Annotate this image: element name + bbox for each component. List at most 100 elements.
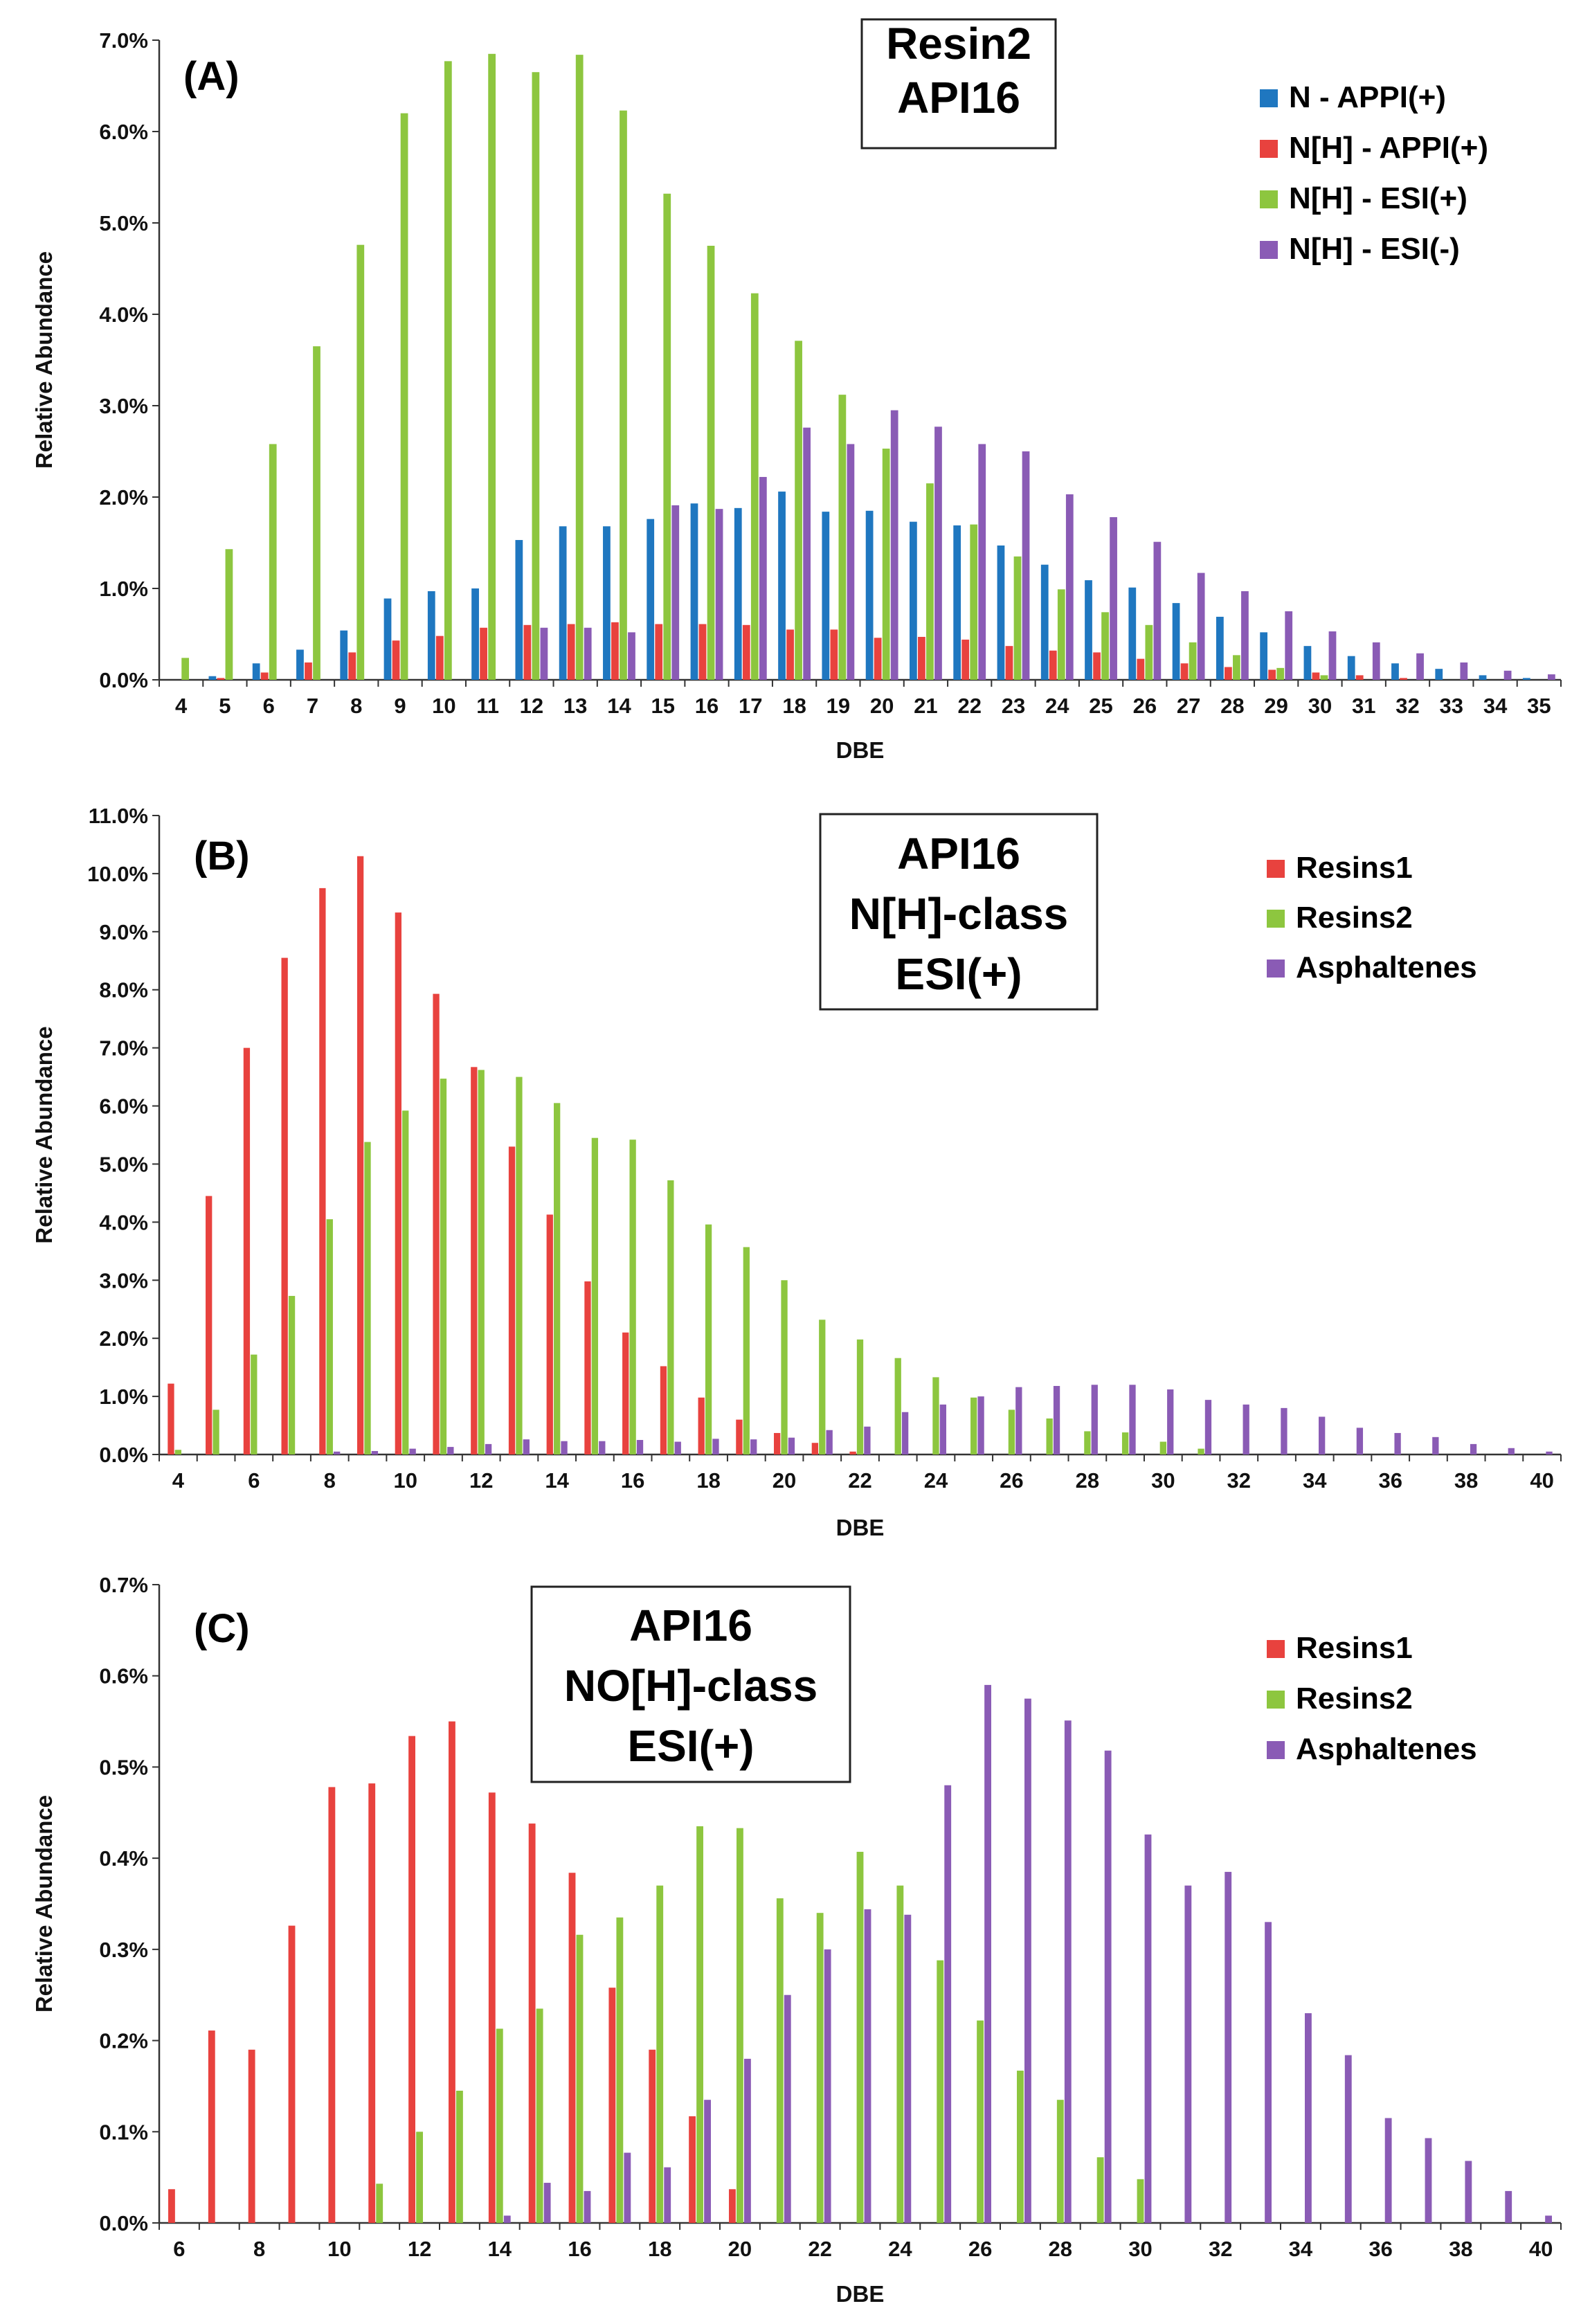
x-tick-label: 5 xyxy=(219,694,231,718)
chart-panel-3: 0.0% 0.1% 0.2% 0.3% 0.4% 0.5% 0.6% 0.7% 6 8 10 12 14… xyxy=(31,1573,1562,2307)
bar-resins1-7 xyxy=(281,957,288,1454)
bar-resins1-14 xyxy=(488,1792,496,2223)
bar-n-appi-22 xyxy=(953,525,961,680)
y-tick-label: 0.0% xyxy=(99,1443,148,1467)
bar-n-h-esi-18 xyxy=(803,427,811,680)
bar-resins2-17 xyxy=(616,1917,624,2223)
legend: N - APPI(+) N[H] - APPI(+) N[H] - ESI(+) N[… xyxy=(1260,80,1488,266)
bar-n-appi-25 xyxy=(1085,580,1092,680)
bar-n-h-esi-28 xyxy=(1233,655,1240,680)
x-tick-label: 12 xyxy=(469,1468,493,1493)
bar-n-h-esi-31 xyxy=(1372,642,1380,680)
bar-asphaltenes-39 xyxy=(1508,1448,1515,1454)
annotation-line: N[H]-class xyxy=(849,889,1069,939)
x-tick-label: 12 xyxy=(520,694,543,718)
y-tick-label: 2.0% xyxy=(99,485,148,510)
y-tick-label: 4.0% xyxy=(99,303,148,327)
bar-resins2-18 xyxy=(656,1885,664,2223)
x-tick-label: 6 xyxy=(173,2237,185,2261)
bar-asphaltenes-19 xyxy=(750,1439,757,1454)
legend-label: Resins2 xyxy=(1296,1682,1413,1715)
x-tick-label: 29 xyxy=(1264,694,1288,718)
y-tick-label: 7.0% xyxy=(99,1036,148,1061)
legend-swatch xyxy=(1267,1691,1285,1709)
bar-resins2-5 xyxy=(213,1409,219,1454)
bar-n-h-esi-13 xyxy=(584,627,592,680)
x-tick-label: 6 xyxy=(248,1468,260,1493)
bar-asphaltenes-17 xyxy=(624,2152,631,2223)
bar-n-appi-5 xyxy=(208,676,217,680)
y-tick-label: 0.2% xyxy=(99,2029,148,2053)
x-tick-label: 10 xyxy=(394,1468,417,1493)
annotation-line: ESI(+) xyxy=(627,1721,754,1771)
bar-resins2-15 xyxy=(536,2008,543,2223)
bar-n-h-esi-12 xyxy=(532,72,540,680)
bar-n-h-esi-6 xyxy=(269,444,277,680)
panel-label: (C) xyxy=(194,1606,250,1651)
bar-n-appi-28 xyxy=(1216,616,1224,680)
bar-resins2-19 xyxy=(743,1247,750,1454)
bar-n-appi-14 xyxy=(603,526,611,680)
bar-n-appi-9 xyxy=(383,598,392,680)
y-tick-label: 0.7% xyxy=(99,1573,148,1597)
x-tick-label: 34 xyxy=(1303,1468,1327,1493)
bar-resins1-19 xyxy=(689,2116,696,2223)
bar-n-appi-26 xyxy=(1128,587,1137,680)
bar-n-h-esi-7 xyxy=(313,346,320,680)
annotation-line: API16 xyxy=(629,1601,752,1650)
bar-resins1-9 xyxy=(356,856,364,1454)
bar-resins1-4 xyxy=(168,1383,174,1454)
bar-resins1-5 xyxy=(206,1196,213,1454)
bar-asphaltenes-35 xyxy=(1356,1427,1364,1454)
bar-n-h-esi-14 xyxy=(620,110,627,680)
x-tick-label: 12 xyxy=(408,2237,431,2261)
bar-n-h-esi-20 xyxy=(890,410,898,680)
bar-resins1-12 xyxy=(408,1736,415,2223)
x-axis-title: DBE xyxy=(836,1515,885,1540)
bar-resins1-14 xyxy=(546,1214,553,1454)
bar-resins2-17 xyxy=(667,1180,674,1454)
x-tick-label: 40 xyxy=(1530,1468,1553,1493)
bar-n-h-appi-7 xyxy=(305,662,312,680)
y-tick-label: 0.5% xyxy=(99,1755,148,1779)
bar-n-appi-20 xyxy=(865,510,874,680)
bar-n-h-appi-23 xyxy=(1005,646,1013,680)
x-tick-label: 36 xyxy=(1368,2237,1392,2261)
y-tick-label: 2.0% xyxy=(99,1326,148,1351)
bar-n-h-appi-14 xyxy=(611,622,619,680)
x-tick-label: 8 xyxy=(350,694,362,718)
y-tick-label: 5.0% xyxy=(99,1152,148,1176)
bar-n-appi-8 xyxy=(340,630,348,680)
bar-n-h-esi-12 xyxy=(540,627,548,680)
annotation-line: ESI(+) xyxy=(895,949,1022,999)
bar-asphaltenes-17 xyxy=(674,1441,681,1454)
x-tick-label: 13 xyxy=(563,694,587,718)
bar-n-appi-19 xyxy=(822,512,830,680)
x-tick-label: 34 xyxy=(1289,2237,1313,2261)
legend-label: N[H] - ESI(+) xyxy=(1289,181,1467,215)
x-tick-label: 23 xyxy=(1002,694,1025,718)
bar-asphaltenes-14 xyxy=(503,2215,511,2223)
x-tick-label: 20 xyxy=(728,2237,752,2261)
bar-asphaltenes-16 xyxy=(636,1440,644,1454)
bar-n-h-esi-21 xyxy=(926,483,934,680)
bar-asphaltenes-22 xyxy=(824,1949,831,2223)
bar-n-h-esi-14 xyxy=(628,632,635,680)
bar-resins2-16 xyxy=(629,1140,636,1454)
bar-resins2-12 xyxy=(416,2132,423,2223)
bar-resins1-13 xyxy=(508,1146,516,1454)
y-tick-label: 0.1% xyxy=(99,2120,148,2144)
bar-asphaltenes-33 xyxy=(1281,1407,1288,1454)
y-tick-label: 0.6% xyxy=(99,1664,148,1688)
x-tick-label: 32 xyxy=(1395,694,1419,718)
x-tick-label: 31 xyxy=(1352,694,1375,718)
bar-n-h-esi-8 xyxy=(356,244,365,680)
bar-asphaltenes-30 xyxy=(1144,1834,1152,2223)
bar-n-h-esi-32 xyxy=(1416,653,1424,680)
bar-resins2-22 xyxy=(816,1913,824,2223)
bar-asphaltenes-36 xyxy=(1384,2118,1392,2223)
bar-n-h-appi-25 xyxy=(1093,652,1101,680)
legend-label: N[H] - APPI(+) xyxy=(1289,131,1488,165)
bar-n-appi-35 xyxy=(1522,678,1530,680)
bar-asphaltenes-37 xyxy=(1432,1436,1439,1454)
